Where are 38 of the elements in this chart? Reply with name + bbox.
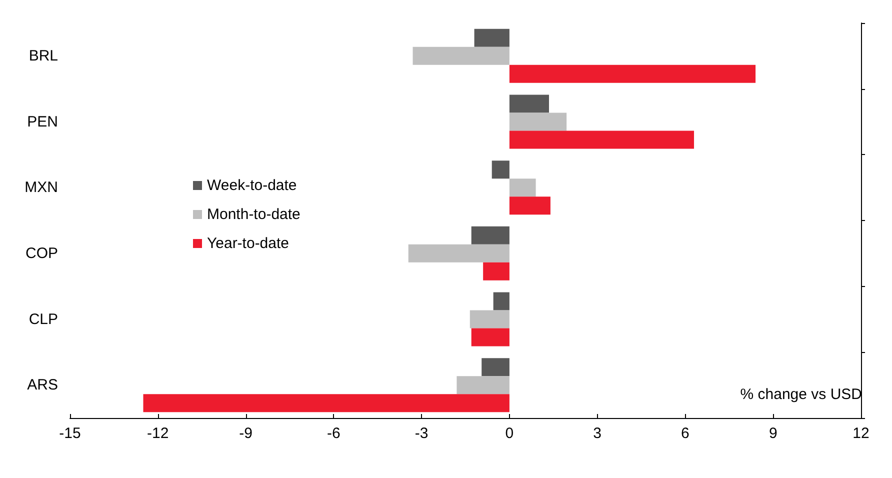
bar (412, 46, 510, 65)
y-tick-label: MXN (24, 179, 58, 196)
legend-label: Month-to-date (207, 206, 300, 223)
bar (456, 376, 510, 394)
annotation: % change vs USD (740, 386, 862, 403)
x-tick-label: -15 (59, 425, 81, 442)
x-tick-label: 0 (505, 425, 514, 442)
x-tick-label: -12 (147, 425, 169, 442)
y-tick-label: CLP (28, 310, 58, 328)
bar (474, 28, 510, 47)
bar (509, 130, 694, 149)
y-tick-label: COP (25, 244, 58, 262)
bar (509, 196, 550, 215)
legend-label: Year-to-date (207, 235, 290, 252)
x-tick-label: 3 (593, 425, 602, 442)
bar (408, 244, 510, 262)
x-tick-label: -6 (326, 425, 340, 442)
bar (492, 160, 510, 179)
bar (471, 328, 510, 346)
x-tick-label: -9 (239, 425, 252, 442)
bar (470, 310, 510, 328)
x-tick-label: 12 (852, 425, 870, 442)
y-tick-label: PEN (27, 113, 58, 130)
bar (509, 112, 567, 131)
bar (471, 226, 510, 244)
bar (509, 64, 756, 83)
bar (493, 292, 510, 310)
bar (482, 358, 510, 376)
x-tick-label: 9 (768, 425, 778, 442)
y-tick-label: ARS (27, 376, 58, 394)
bar (509, 94, 549, 113)
bar (509, 178, 536, 197)
x-tick-label: -3 (414, 425, 428, 442)
x-tick-label: 6 (681, 425, 690, 442)
bar (483, 262, 510, 280)
bar (143, 394, 510, 412)
legend-label: Week-to-date (207, 177, 297, 194)
y-tick-label: BRL (28, 47, 58, 64)
